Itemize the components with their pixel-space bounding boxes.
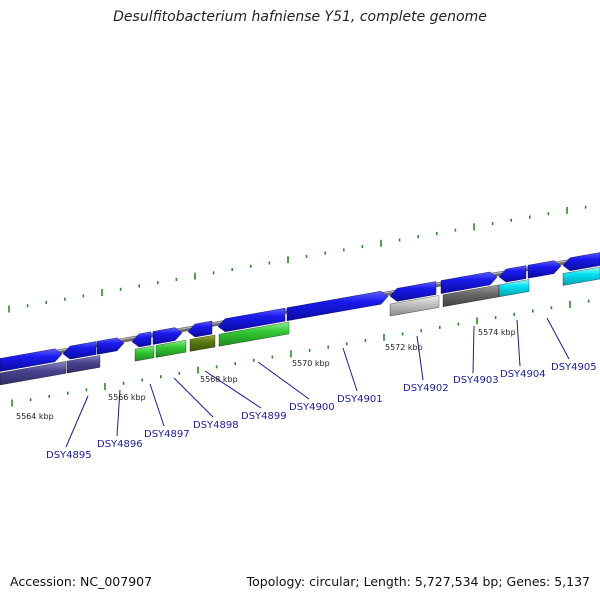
scale-label: 5574 kbp	[478, 328, 516, 337]
gene-arrow[interactable]	[562, 252, 600, 272]
leader-line	[472, 325, 475, 374]
gene-arrow[interactable]	[527, 260, 562, 279]
gene-block[interactable]	[562, 266, 600, 286]
leader-line	[257, 361, 310, 400]
gene-block[interactable]	[155, 339, 187, 358]
gene-arrow[interactable]	[217, 307, 286, 332]
scale-label: 5564 kbp	[16, 412, 54, 421]
leader-line	[416, 335, 424, 381]
gene-arrow[interactable]	[96, 337, 125, 355]
gene-arrow[interactable]	[62, 341, 97, 360]
scale-label: 5572 kbp	[385, 343, 423, 352]
gene-block[interactable]	[134, 345, 155, 362]
outer-tick-track	[8, 205, 587, 313]
leader-line	[546, 317, 570, 360]
leader-line	[204, 370, 262, 409]
leader-line	[149, 383, 165, 427]
gene-arrow[interactable]	[152, 327, 183, 345]
scale-label: 5568 kbp	[200, 375, 238, 384]
gene-label[interactable]: DSY4901	[337, 394, 383, 405]
leader-line	[116, 389, 121, 437]
map-title: Desulfitobacterium hafniense Y51, comple…	[113, 9, 487, 25]
gene-arrow[interactable]	[440, 271, 498, 294]
scale-label: 5570 kbp	[292, 359, 330, 368]
leader-line	[173, 377, 214, 418]
gene-block[interactable]	[66, 355, 101, 374]
gene-label[interactable]: DSY4903	[453, 375, 499, 386]
scale-label: 5566 kbp	[108, 393, 146, 402]
accession-text: Accession: NC_007907	[10, 574, 153, 589]
gene-label[interactable]: DSY4902	[403, 383, 449, 394]
gene-arrow[interactable]	[0, 348, 63, 372]
gene-label[interactable]: DSY4898	[193, 420, 239, 431]
gene-label[interactable]: DSY4905	[551, 362, 597, 373]
label-leader-lines	[65, 317, 570, 448]
gene-block[interactable]	[189, 334, 216, 352]
leader-line	[516, 319, 521, 367]
inner-tick-track	[11, 299, 590, 407]
gene-arrow[interactable]	[286, 290, 389, 322]
gene-arrow[interactable]	[131, 331, 152, 348]
gene-track	[0, 252, 600, 386]
gene-block[interactable]	[389, 295, 440, 317]
leader-line	[342, 347, 358, 392]
gene-label[interactable]: DSY4897	[144, 429, 190, 440]
gene-arrow[interactable]	[187, 320, 213, 338]
genome-summary-text: Topology: circular; Length: 5,727,534 bp…	[246, 574, 590, 589]
leader-line	[65, 395, 89, 448]
gene-arrow[interactable]	[389, 281, 437, 302]
gene-block[interactable]	[498, 279, 530, 298]
gene-label[interactable]: DSY4896	[97, 439, 143, 450]
gene-block[interactable]	[0, 361, 67, 386]
gene-label[interactable]: DSY4899	[241, 411, 287, 422]
gene-label[interactable]: DSY4895	[46, 450, 92, 461]
gene-block[interactable]	[218, 321, 290, 347]
gene-label[interactable]: DSY4904	[500, 369, 546, 380]
gene-arrow[interactable]	[498, 265, 527, 283]
gene-label[interactable]: DSY4900	[289, 402, 335, 413]
